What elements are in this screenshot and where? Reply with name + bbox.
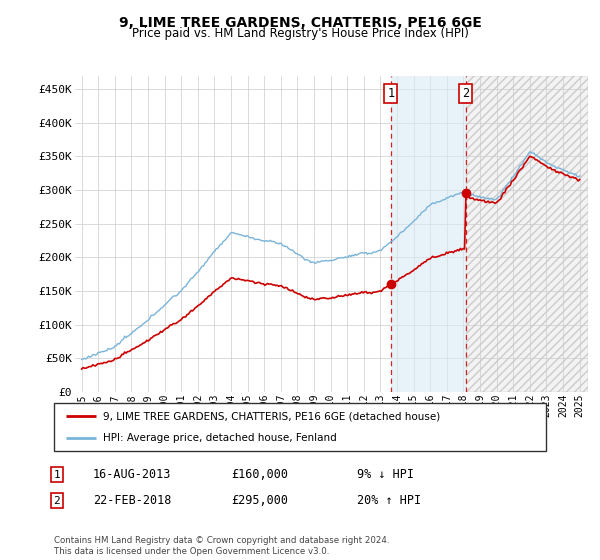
Text: HPI: Average price, detached house, Fenland: HPI: Average price, detached house, Fenl…	[103, 433, 337, 443]
Text: £295,000: £295,000	[231, 494, 288, 507]
Text: 9% ↓ HPI: 9% ↓ HPI	[357, 468, 414, 482]
Text: 1: 1	[387, 87, 394, 100]
Text: Contains HM Land Registry data © Crown copyright and database right 2024.
This d: Contains HM Land Registry data © Crown c…	[54, 536, 389, 556]
Bar	[466, 76, 588, 392]
Bar	[391, 76, 466, 392]
Text: 16-AUG-2013: 16-AUG-2013	[93, 468, 172, 482]
Text: £160,000: £160,000	[231, 468, 288, 482]
Text: 2: 2	[53, 496, 61, 506]
Text: 9, LIME TREE GARDENS, CHATTERIS, PE16 6GE: 9, LIME TREE GARDENS, CHATTERIS, PE16 6G…	[119, 16, 481, 30]
Bar	[466, 76, 588, 392]
Text: 20% ↑ HPI: 20% ↑ HPI	[357, 494, 421, 507]
FancyBboxPatch shape	[54, 403, 546, 451]
Text: Price paid vs. HM Land Registry's House Price Index (HPI): Price paid vs. HM Land Registry's House …	[131, 27, 469, 40]
Text: 2: 2	[462, 87, 469, 100]
Text: 9, LIME TREE GARDENS, CHATTERIS, PE16 6GE (detached house): 9, LIME TREE GARDENS, CHATTERIS, PE16 6G…	[103, 411, 440, 421]
Text: 22-FEB-2018: 22-FEB-2018	[93, 494, 172, 507]
Text: 1: 1	[53, 470, 61, 480]
